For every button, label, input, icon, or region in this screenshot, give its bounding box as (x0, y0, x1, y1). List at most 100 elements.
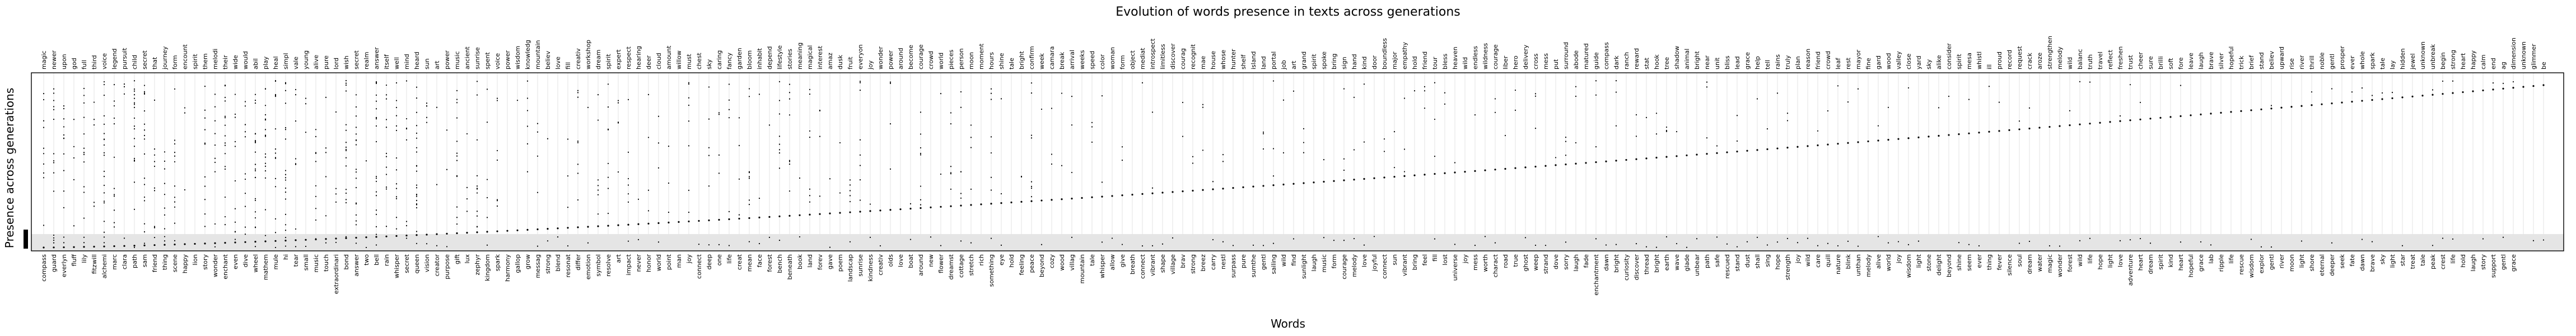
data-point (43, 153, 45, 155)
data-point (375, 116, 377, 119)
data-point (426, 105, 428, 107)
data-point (345, 142, 347, 143)
data-point (113, 194, 115, 195)
data-point (1877, 139, 1879, 142)
data-point (627, 178, 629, 180)
bottom-tick-label: nature (1835, 254, 1842, 274)
data-point (405, 80, 408, 82)
data-point (395, 157, 398, 159)
data-point (2331, 242, 2333, 244)
data-point (2371, 99, 2373, 101)
data-point (2139, 101, 2141, 104)
data-point (1514, 89, 1516, 91)
data-point (416, 207, 418, 209)
data-point (1413, 90, 1416, 92)
data-point (305, 103, 307, 105)
data-point (2069, 124, 2071, 127)
data-point (809, 130, 811, 132)
data-point (950, 188, 952, 190)
top-tick-label: sun (423, 58, 431, 69)
data-point (2311, 104, 2313, 106)
data-point (2421, 95, 2424, 97)
data-point (2442, 237, 2444, 239)
bottom-tick-label: road (1502, 254, 1509, 268)
data-point (637, 239, 640, 241)
data-point (1615, 91, 1617, 93)
data-point (284, 224, 287, 226)
data-point (547, 240, 549, 242)
data-point (103, 202, 105, 204)
data-point (950, 205, 952, 207)
bottom-tick-label: purpose (444, 254, 451, 279)
data-point (456, 175, 458, 178)
data-point (1424, 86, 1426, 87)
bottom-tick-label: fever (1996, 254, 2003, 270)
bottom-tick-label: book (796, 254, 804, 269)
data-point (224, 135, 226, 137)
top-tick-label: tale (1008, 58, 1015, 69)
top-tick-label: introspect (1149, 38, 1156, 69)
data-point (536, 123, 539, 124)
top-tick-label: lifestyle (776, 45, 783, 69)
top-tick-label: cross (1532, 53, 1539, 69)
data-point (284, 102, 287, 104)
data-point (133, 146, 136, 147)
data-point (1353, 149, 1355, 151)
bottom-tick-label: gentl (2500, 254, 2507, 270)
data-point (375, 209, 377, 211)
top-tick-label: respect (625, 46, 632, 69)
bottom-tick-label: vibrant (1401, 254, 1408, 276)
data-point (486, 231, 488, 233)
data-point (385, 235, 388, 237)
data-point (718, 112, 720, 114)
bottom-tick-label: wheel (252, 254, 259, 273)
data-point (53, 118, 55, 120)
top-tick-label: strengthen (2046, 36, 2054, 69)
bottom-tick-label: queen (413, 254, 421, 273)
bottom-tick-label: honor (645, 254, 652, 272)
bottom-tick-label: spark (494, 254, 501, 271)
bottom-tick-label: silence (2006, 254, 2013, 276)
data-point (143, 178, 146, 179)
bottom-tick-label: star (2399, 254, 2406, 267)
data-point (1212, 188, 1214, 190)
data-point (778, 215, 781, 217)
data-point (597, 179, 599, 181)
data-point (113, 222, 115, 223)
bottom-tick-label: tear (292, 254, 300, 267)
data-point (1424, 108, 1426, 109)
data-point (446, 129, 448, 131)
data-point (909, 239, 912, 240)
data-point (153, 165, 156, 167)
top-tick-label: happy (2470, 50, 2477, 69)
data-point (627, 223, 629, 226)
data-point (43, 92, 45, 95)
data-point (204, 109, 206, 111)
data-point (143, 223, 146, 225)
data-point (83, 161, 85, 163)
data-point (1897, 138, 1900, 140)
data-point (1726, 243, 1728, 245)
data-point (375, 176, 377, 178)
bottom-tick-label: courage (1341, 254, 1348, 279)
bottom-tick-label: hold (2460, 254, 2467, 268)
data-point (214, 223, 216, 225)
data-point (879, 209, 881, 212)
top-tick-label: form (1119, 55, 1126, 69)
data-point (133, 245, 136, 247)
data-point (889, 168, 892, 170)
data-point (1716, 236, 1718, 238)
data-point (2502, 236, 2504, 238)
data-point (345, 80, 347, 82)
data-point (234, 239, 236, 240)
data-point (133, 128, 136, 130)
data-point (83, 133, 85, 135)
top-tick-label: request (2016, 45, 2023, 69)
data-point (2008, 129, 2010, 131)
data-point (839, 142, 841, 144)
data-point (416, 203, 418, 205)
data-point (143, 110, 146, 112)
data-point (103, 221, 105, 222)
data-point (1746, 241, 1748, 242)
data-point (284, 213, 287, 216)
